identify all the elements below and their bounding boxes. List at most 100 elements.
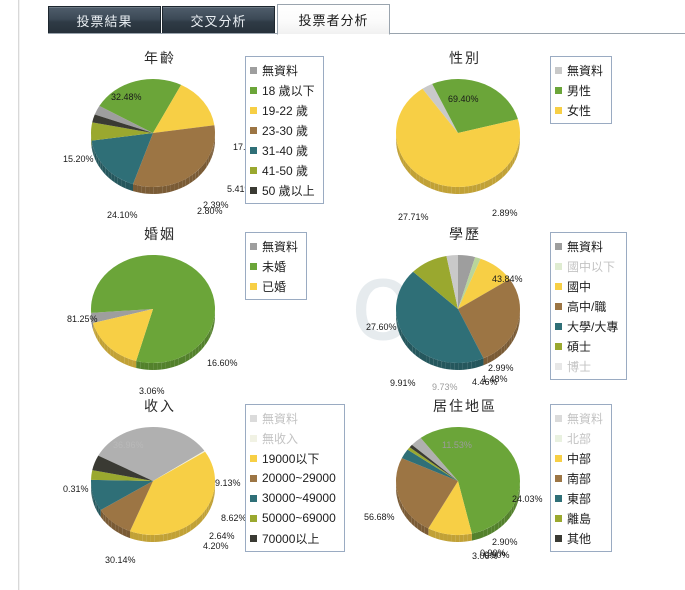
- tab-label: 投票者分析: [298, 13, 369, 28]
- pie-slice[interactable]: [407, 447, 458, 481]
- pie-slice-side: [167, 532, 172, 541]
- legend-item[interactable]: 其他: [555, 528, 603, 548]
- pie-slice-side: [198, 166, 202, 177]
- legend-item[interactable]: 31-40 歲: [250, 140, 315, 160]
- pie-slice-percent-label: 16.60%: [207, 358, 238, 368]
- pie-slice[interactable]: [129, 451, 216, 535]
- pie-slice-side: [494, 350, 498, 360]
- pie-slice-side: [185, 352, 190, 362]
- pie-slice[interactable]: [446, 255, 458, 309]
- legend-item[interactable]: 70000以上: [250, 528, 336, 548]
- pie-slice-percent-label: 69.40%: [448, 94, 479, 104]
- legend-item[interactable]: 博士: [555, 356, 618, 376]
- pie-slice[interactable]: [98, 427, 205, 481]
- pie-slice[interactable]: [458, 279, 520, 359]
- legend-item[interactable]: 大學/大專: [555, 316, 618, 336]
- legend-item[interactable]: 19000以下: [250, 448, 336, 468]
- legend-item[interactable]: 無資料: [250, 236, 298, 256]
- pie-slice[interactable]: [458, 257, 481, 309]
- legend-item[interactable]: 東部: [555, 488, 603, 508]
- pie-slice[interactable]: [99, 79, 182, 133]
- pie-slice-side: [93, 147, 95, 159]
- pie-slice-side: [190, 521, 194, 532]
- pie-slice[interactable]: [133, 125, 215, 187]
- pie-slice[interactable]: [91, 122, 153, 141]
- pie-slice[interactable]: [396, 458, 458, 529]
- legend-item[interactable]: 已婚: [250, 276, 298, 296]
- pie-slice-percent-label: 3.06%: [139, 386, 165, 396]
- tab-cross-analysis[interactable]: 交叉分析: [162, 6, 275, 35]
- legend-item[interactable]: 19-22 歲: [250, 100, 315, 120]
- pie-slice[interactable]: [422, 83, 458, 133]
- pie-slice-side: [178, 180, 183, 190]
- legend-item[interactable]: 男性: [555, 80, 603, 100]
- legend-label: 18 歲以下: [262, 83, 315, 98]
- pie-slice[interactable]: [153, 450, 206, 481]
- pie-slice[interactable]: [100, 481, 153, 532]
- tab-list: 投票結果 交叉分析 投票者分析: [48, 3, 390, 35]
- tab-voter-analysis[interactable]: 投票者分析: [277, 4, 390, 35]
- pie-slice[interactable]: [92, 114, 153, 133]
- legend-label: 其他: [567, 531, 592, 546]
- legend-item[interactable]: 18 歲以下: [250, 80, 315, 100]
- legend-item[interactable]: 無資料: [250, 60, 315, 80]
- legend-item[interactable]: 未婚: [250, 256, 298, 276]
- pie-slice[interactable]: [396, 88, 520, 187]
- legend-swatch-icon: [555, 322, 562, 330]
- legend-item[interactable]: 南部: [555, 468, 603, 488]
- legend-item[interactable]: 23-30 歲: [250, 120, 315, 140]
- pie-slice-side: [402, 504, 405, 515]
- pie-slice-side: [114, 175, 118, 185]
- chart-card-residence: 居住地區 11.53% 24.03% 2.90% 0.90% 0.90% 3.06% 56.…: [364, 396, 680, 561]
- pie-slice[interactable]: [409, 444, 458, 481]
- legend-item[interactable]: 高中/職: [555, 296, 618, 316]
- legend-item[interactable]: 50 歲以上: [250, 180, 315, 200]
- legend-item[interactable]: 北部: [555, 428, 603, 448]
- pie-slice-side: [124, 356, 129, 366]
- pie-slice[interactable]: [396, 271, 484, 363]
- legend-item[interactable]: 國中以下: [555, 256, 618, 276]
- legend-item[interactable]: 國中: [555, 276, 618, 296]
- pie-slice[interactable]: [413, 255, 458, 309]
- pie-slice[interactable]: [153, 84, 215, 133]
- pie-slice[interactable]: [91, 470, 153, 481]
- tab-vote-results[interactable]: 投票結果: [48, 6, 161, 35]
- legend-item[interactable]: 50000~69000: [250, 508, 336, 528]
- pie-slice[interactable]: [401, 449, 458, 481]
- pie-slice[interactable]: [93, 309, 153, 361]
- legend-item[interactable]: 30000~49000: [250, 488, 336, 508]
- legend-item[interactable]: 20000~29000: [250, 468, 336, 488]
- legend-label: 50 歲以上: [262, 183, 315, 198]
- legend-item[interactable]: 離島: [555, 508, 603, 528]
- legend-item[interactable]: 無資料: [555, 60, 603, 80]
- pie-slice-percent-label: 2.90%: [492, 537, 518, 547]
- pie-slice-percent-label: 9.73%: [432, 382, 458, 392]
- pie-slice-side: [445, 361, 451, 370]
- pie-slice[interactable]: [91, 479, 153, 511]
- pie-slice[interactable]: [458, 255, 476, 309]
- pie-slice[interactable]: [92, 455, 153, 481]
- pie-slice-side: [213, 139, 215, 151]
- pie-slice-side: [128, 358, 133, 367]
- legend-item[interactable]: 無收入: [250, 428, 336, 448]
- pie-slice-percent-label: 2.99%: [488, 363, 514, 373]
- pie-slice[interactable]: [428, 481, 472, 535]
- legend-item[interactable]: 碩士: [555, 336, 618, 356]
- pie-slice[interactable]: [458, 258, 510, 309]
- legend-item[interactable]: 無資料: [250, 408, 336, 428]
- pie-slice-side: [507, 162, 511, 173]
- pie-slice[interactable]: [94, 105, 153, 133]
- pie-slice[interactable]: [432, 79, 518, 133]
- legend-item[interactable]: 無資料: [555, 408, 603, 428]
- legend-item[interactable]: 41-50 歲: [250, 160, 315, 180]
- pie-slice[interactable]: [91, 133, 153, 185]
- pie-slice[interactable]: [91, 255, 215, 363]
- legend-item[interactable]: 中部: [555, 448, 603, 468]
- pie-slice[interactable]: [420, 427, 520, 534]
- legend-item[interactable]: 無資料: [555, 236, 618, 256]
- pie-slice-side: [208, 154, 211, 165]
- pie-slice-side: [437, 360, 442, 369]
- pie-slice[interactable]: [411, 437, 458, 481]
- pie-slice[interactable]: [91, 309, 153, 323]
- legend-item[interactable]: 女性: [555, 100, 603, 120]
